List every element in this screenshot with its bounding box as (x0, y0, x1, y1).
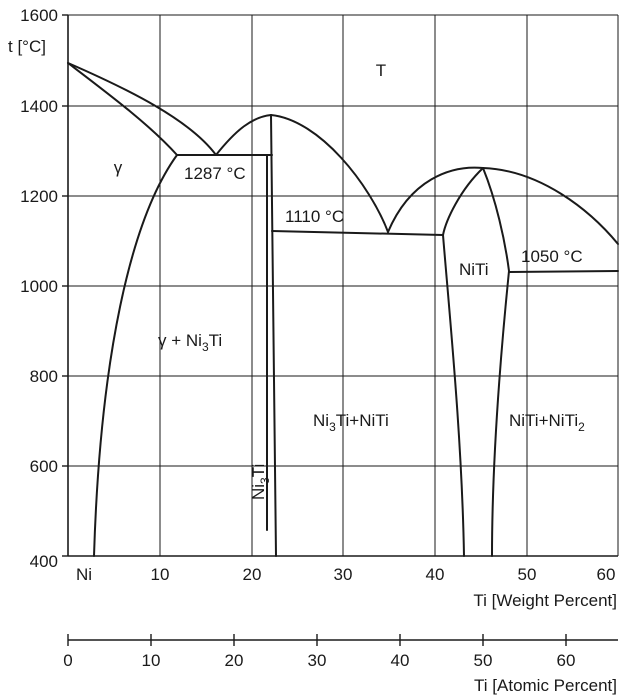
x-atomic-tick-label: 60 (557, 651, 576, 670)
region-gamma: γ (114, 158, 123, 177)
x-weight-tick-label: 20 (243, 565, 262, 584)
x-atomic-tick-label: 10 (142, 651, 161, 670)
niti-right-boundary (482, 167, 510, 557)
x-weight-tick-labels: Ni 10 20 30 40 50 60 (76, 565, 615, 584)
region-liquid: T (376, 61, 386, 80)
x-weight-tick-label: 60 (597, 565, 616, 584)
x-weight-tick-label: 30 (334, 565, 353, 584)
y-tick-label: 1400 (20, 97, 58, 116)
region-gamma-ni3ti: γ + Ni3Ti (158, 331, 222, 354)
x-weight-tick-label: 50 (518, 565, 537, 584)
region-niti-niti2: NiTi+NiTi2 (509, 411, 585, 434)
y-tick-label: 1000 (20, 277, 58, 296)
y-axis-tick-labels: 1600 1400 1200 1000 800 600 400 (20, 6, 58, 571)
niti-liquidus-left (387, 166, 484, 233)
y-axis-ticks (62, 14, 68, 557)
x-atomic-tick-label: 50 (474, 651, 493, 670)
x-weight-tick-label: 10 (151, 565, 170, 584)
temp-1050: 1050 °C (521, 247, 583, 266)
x-atomic-tick-labels: 0 10 20 30 40 50 60 (63, 651, 575, 670)
y-tick-label: 1200 (20, 187, 58, 206)
x-atomic-axis (67, 634, 618, 646)
y-tick-label: 600 (30, 457, 58, 476)
x-atomic-tick-label: 30 (308, 651, 327, 670)
x-weight-tick-label: 40 (426, 565, 445, 584)
phase-boundaries (67, 62, 619, 557)
gamma-solvus (93, 154, 178, 557)
x-atomic-tick-label: 20 (225, 651, 244, 670)
eutectic-1050 (508, 270, 619, 273)
x-origin-label: Ni (76, 565, 92, 584)
ni3ti-liquidus-right (270, 114, 389, 233)
temperature-labels: 1287 °C 1110 °C 1050 °C (184, 164, 583, 266)
x-atomic-tick-label: 40 (391, 651, 410, 670)
niti-left-boundary (442, 167, 484, 557)
liquidus-ni-side (67, 62, 217, 156)
grid (68, 14, 619, 556)
solidus-gamma-upper (67, 62, 178, 156)
y-axis-label: t [°C] (8, 37, 46, 56)
temp-1287: 1287 °C (184, 164, 246, 183)
niti-liquidus-right (482, 167, 619, 245)
ni3ti-liquidus-left (215, 114, 272, 156)
eutectic-1110 (271, 230, 444, 236)
y-tick-label: 1600 (20, 6, 58, 25)
y-tick-label: 400 (30, 552, 58, 571)
x-atomic-tick-label: 0 (63, 651, 72, 670)
temp-1110: 1110 °C (285, 207, 344, 226)
region-labels: T γ γ + Ni3Ti Ni3Ti+NiTi NiTi NiTi+NiTi2… (114, 61, 585, 500)
region-ni3ti-vertical: Ni3Ti (249, 464, 272, 500)
x-weight-axis-label: Ti [Weight Percent] (473, 591, 617, 610)
y-tick-label: 800 (30, 367, 58, 386)
x-atomic-axis-label: Ti [Atomic Percent] (474, 676, 617, 695)
ni3ti-line-right (270, 114, 277, 557)
region-ni3ti-niti: Ni3Ti+NiTi (313, 411, 389, 434)
region-niti: NiTi (459, 260, 489, 279)
